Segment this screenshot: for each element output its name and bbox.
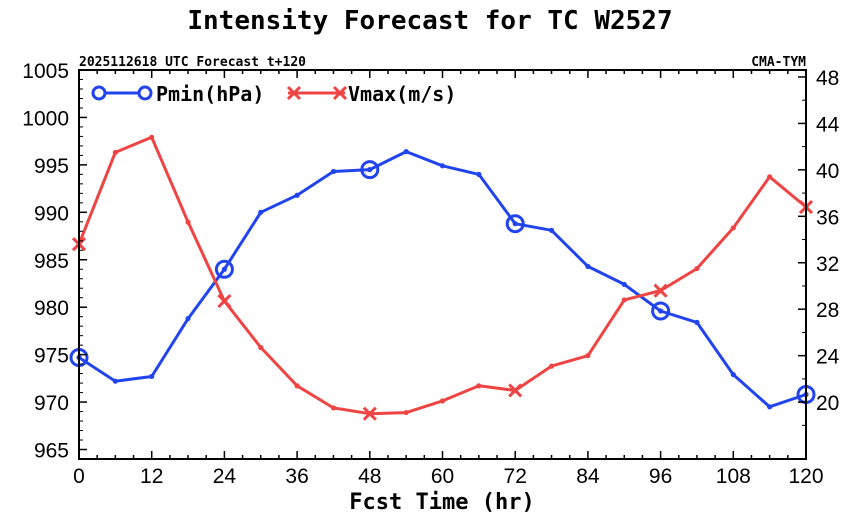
vmax-point — [185, 219, 191, 225]
axes: 0 12 24 36 48 60 72 84 96 108 120 965 970 975 980 985 99… — [22, 60, 839, 488]
plot-area — [69, 134, 816, 421]
y-left-tick-label: 970 — [34, 392, 69, 415]
pmin-point — [439, 163, 446, 169]
forecast-time-label: 2025112618 UTC Forecast t+120 — [79, 55, 306, 70]
y-right-tick-label: 24 — [816, 346, 840, 369]
x-tick-label: 96 — [649, 465, 672, 488]
pmin-point — [476, 171, 482, 177]
x-tick-label: 60 — [431, 465, 454, 488]
pmin-point — [294, 192, 300, 198]
y-right-tick-label: 40 — [816, 160, 839, 183]
chart-title: Intensity Forecast for TC W2527 — [187, 6, 672, 36]
pmin-point — [767, 404, 773, 410]
y-left-tick-label: 1005 — [22, 60, 69, 83]
vmax-series-line — [77, 135, 807, 416]
x-tick-label: 36 — [285, 465, 308, 488]
legend-pmin-marker-right — [137, 85, 153, 101]
pmin-point — [149, 373, 155, 380]
vmax-point — [258, 344, 264, 351]
y-right-tick-label: 20 — [816, 392, 839, 415]
x-tick-label: 72 — [504, 465, 527, 488]
y-left-tick-label: 965 — [34, 440, 69, 463]
y-left-tick-label: 975 — [34, 345, 69, 368]
y-right-tick-label: 44 — [816, 113, 840, 136]
vmax-point — [585, 353, 591, 359]
pmin-series-line — [78, 150, 807, 409]
pmin-point — [112, 378, 118, 384]
y-right-tick-label: 48 — [816, 67, 839, 90]
pmin-marker — [214, 259, 234, 279]
pmin-point — [621, 281, 627, 288]
pmin-point — [185, 315, 191, 322]
legend-pmin-label: Pmin(hPa) — [156, 82, 264, 106]
legend-pmin-marker-left — [91, 85, 107, 101]
vmax-marker — [653, 283, 668, 298]
y-right-tick-label: 28 — [816, 299, 839, 322]
pmin-point — [367, 167, 373, 173]
vmax-point — [548, 363, 555, 369]
vmax-point — [149, 134, 155, 140]
x-tick-label: 108 — [716, 465, 751, 488]
vmax-marker — [217, 294, 232, 309]
pmin-point — [658, 308, 664, 314]
pmin-point — [548, 227, 555, 233]
pmin-point — [258, 209, 264, 215]
vmax-point — [330, 405, 337, 411]
y-left-tick-label: 995 — [34, 155, 69, 178]
y-left-tick-label: 985 — [34, 250, 69, 273]
vmax-marker — [508, 383, 523, 398]
y-left-tick-label: 990 — [34, 202, 69, 225]
y-left-tick-label: 980 — [34, 297, 69, 320]
vmax-point — [476, 383, 482, 389]
vmax-point — [767, 174, 773, 180]
y-right-tick-label: 36 — [816, 206, 839, 229]
legend: Pmin(hPa) Vmax(m/s) — [91, 82, 456, 106]
x-tick-label: 120 — [788, 465, 823, 488]
pmin-point — [730, 371, 736, 378]
vmax-point — [694, 265, 700, 272]
x-tick-label: 0 — [73, 465, 85, 488]
x-tick-label: 12 — [140, 465, 163, 488]
pmin-marker — [505, 214, 525, 234]
vmax-point — [439, 398, 446, 404]
pmin-marker — [651, 301, 671, 321]
pmin-point — [221, 266, 227, 272]
x-axis-label: Fcst Time (hr) — [349, 490, 534, 515]
legend-vmax-label: Vmax(m/s) — [348, 82, 456, 106]
legend-vmax-marker-left — [286, 85, 302, 101]
pmin-point — [585, 263, 591, 269]
pmin-point — [694, 319, 700, 325]
y-left-tick-label: 1000 — [22, 107, 69, 130]
vmax-point — [112, 149, 118, 156]
pmin-point — [512, 221, 518, 227]
legend-vmax-marker-right — [332, 85, 348, 101]
y-right-tick-label: 32 — [816, 253, 839, 276]
x-tick-label: 84 — [576, 465, 600, 488]
pmin-marker — [360, 160, 380, 180]
x-tick-label: 24 — [213, 465, 237, 488]
vmax-point — [621, 297, 627, 303]
vmax-point — [294, 383, 300, 389]
vmax-point — [730, 225, 736, 231]
model-label: CMA-TYM — [751, 55, 806, 70]
x-tick-label: 48 — [358, 465, 381, 488]
pmin-point — [403, 148, 409, 155]
vmax-point — [403, 409, 409, 416]
vmax-marker — [362, 406, 377, 421]
pmin-point — [330, 168, 337, 175]
